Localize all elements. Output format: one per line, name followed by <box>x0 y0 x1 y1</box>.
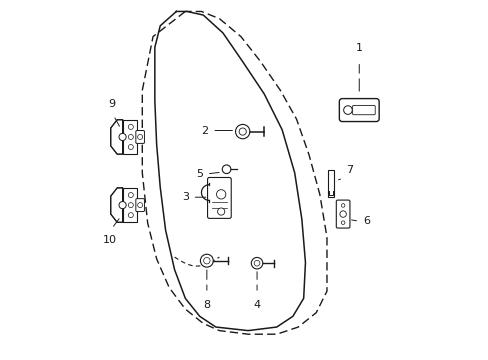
FancyBboxPatch shape <box>207 177 231 219</box>
Circle shape <box>222 165 230 174</box>
Circle shape <box>128 193 133 198</box>
Circle shape <box>216 190 225 199</box>
Circle shape <box>119 134 126 140</box>
Text: 10: 10 <box>103 235 117 245</box>
Circle shape <box>119 202 126 209</box>
Circle shape <box>203 257 210 264</box>
Circle shape <box>343 106 351 114</box>
Polygon shape <box>110 120 122 154</box>
Bar <box>328 170 333 197</box>
Text: 9: 9 <box>108 99 115 109</box>
Circle shape <box>341 204 344 207</box>
FancyBboxPatch shape <box>136 199 144 212</box>
FancyBboxPatch shape <box>339 99 378 122</box>
Circle shape <box>128 203 133 208</box>
Circle shape <box>235 125 249 139</box>
Circle shape <box>339 211 346 217</box>
Circle shape <box>128 144 133 149</box>
Text: 8: 8 <box>203 300 210 310</box>
Circle shape <box>137 134 142 139</box>
Circle shape <box>341 221 344 225</box>
Text: 1: 1 <box>355 43 362 53</box>
Circle shape <box>128 213 133 218</box>
Bar <box>122 188 137 222</box>
Circle shape <box>251 257 262 269</box>
Text: 6: 6 <box>362 216 369 226</box>
Polygon shape <box>110 188 122 222</box>
FancyBboxPatch shape <box>336 200 349 228</box>
Bar <box>122 120 137 154</box>
Circle shape <box>137 203 142 208</box>
Text: 7: 7 <box>346 165 352 175</box>
FancyBboxPatch shape <box>352 105 374 115</box>
Circle shape <box>217 208 224 215</box>
Circle shape <box>200 254 213 267</box>
Text: 2: 2 <box>201 126 207 135</box>
Text: 3: 3 <box>182 192 189 202</box>
Text: 4: 4 <box>253 300 260 310</box>
Circle shape <box>239 128 246 135</box>
Circle shape <box>128 125 133 130</box>
Circle shape <box>128 134 133 139</box>
Text: 5: 5 <box>196 169 203 179</box>
FancyBboxPatch shape <box>136 131 144 143</box>
Circle shape <box>254 260 260 266</box>
